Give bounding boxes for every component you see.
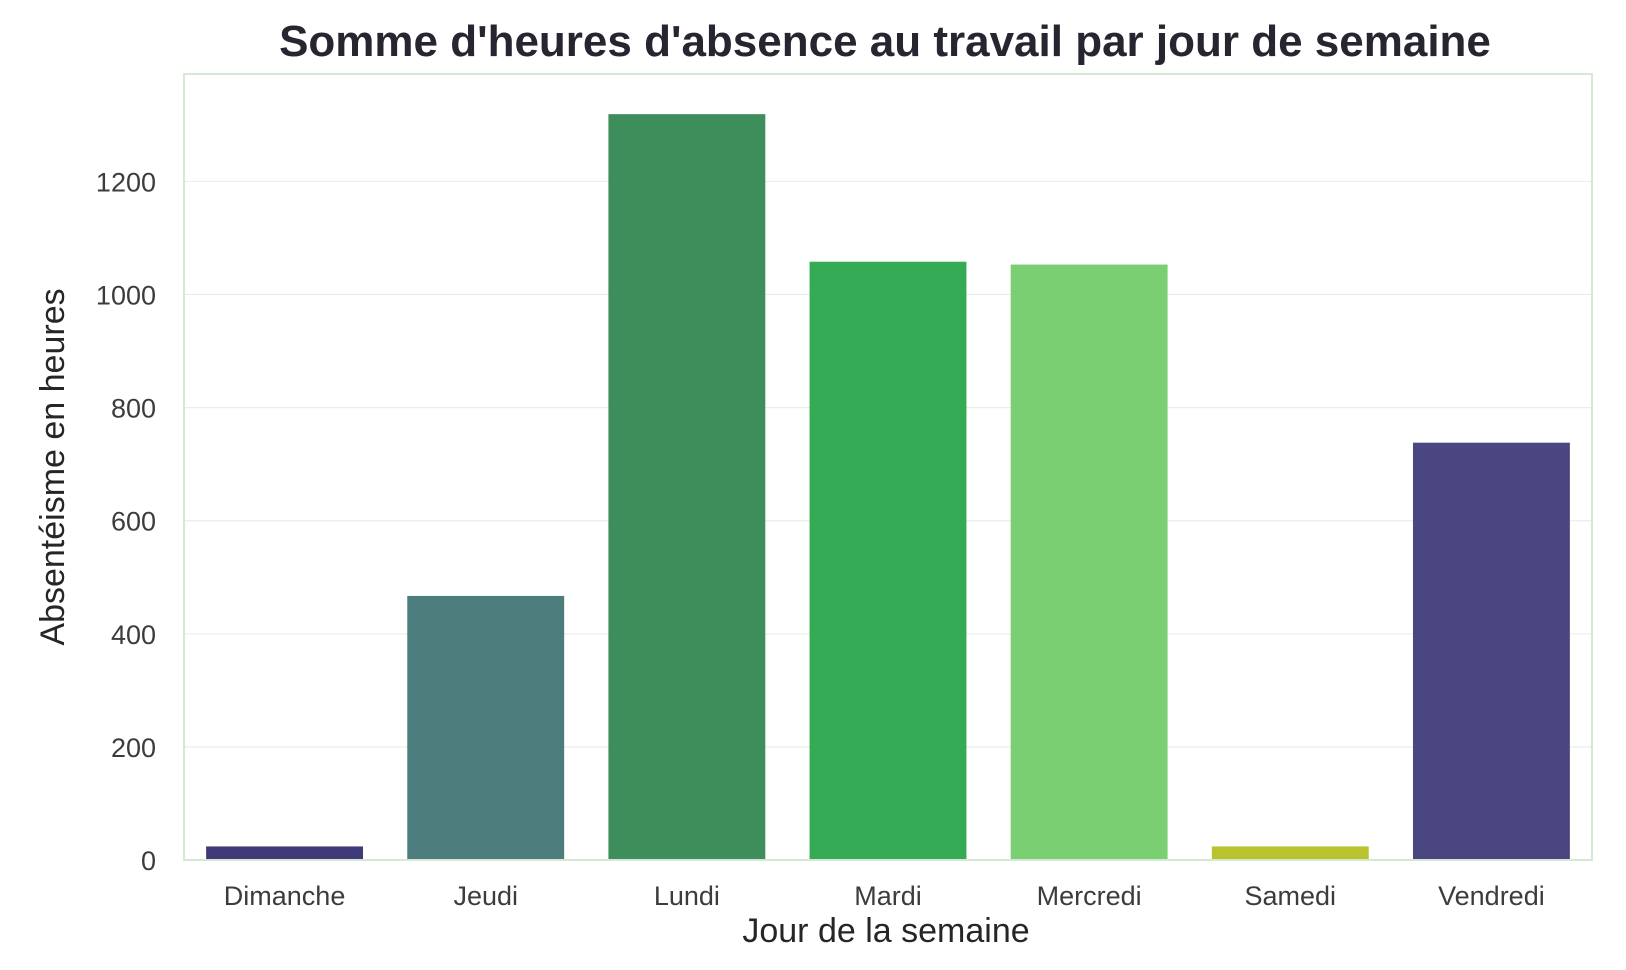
x-tick-label: Mercredi — [1037, 881, 1142, 911]
bar-jeudi — [407, 595, 565, 860]
y-tick-label: 800 — [111, 394, 156, 424]
y-axis-label: Absentéisme en heures — [34, 288, 72, 645]
y-tick-label: 600 — [111, 507, 156, 537]
plot-frame — [183, 73, 1593, 861]
x-tick-label: Lundi — [654, 881, 720, 911]
y-tick-label: 200 — [111, 733, 156, 763]
bar-samedi — [1211, 846, 1369, 860]
x-tick-label: Vendredi — [1438, 881, 1545, 911]
x-tick-label: Jeudi — [453, 881, 518, 911]
x-tick-label: Mardi — [854, 881, 922, 911]
y-tick-label: 1000 — [96, 281, 156, 311]
bar-dimanche — [206, 846, 364, 860]
x-tick-label: Samedi — [1245, 881, 1337, 911]
x-tick-label: Dimanche — [224, 881, 346, 911]
bars — [206, 114, 1570, 861]
y-axis-ticks: 0 200 400 600 800 1000 1200 — [96, 167, 156, 876]
x-axis-label: Jour de la semaine — [742, 912, 1029, 950]
bar-mardi — [809, 261, 967, 861]
bar-mercredi — [1010, 264, 1168, 860]
x-axis-ticks: Dimanche Jeudi Lundi Mardi Mercredi Samedi Ven… — [224, 881, 1545, 911]
bar-lundi — [608, 114, 766, 861]
bar-vendredi — [1412, 442, 1570, 860]
y-tick-label: 0 — [141, 846, 156, 876]
y-tick-label: 400 — [111, 620, 156, 650]
y-tick-label: 1200 — [96, 167, 156, 197]
chart-title: Somme d'heures d'absence au travail par … — [279, 17, 1491, 66]
